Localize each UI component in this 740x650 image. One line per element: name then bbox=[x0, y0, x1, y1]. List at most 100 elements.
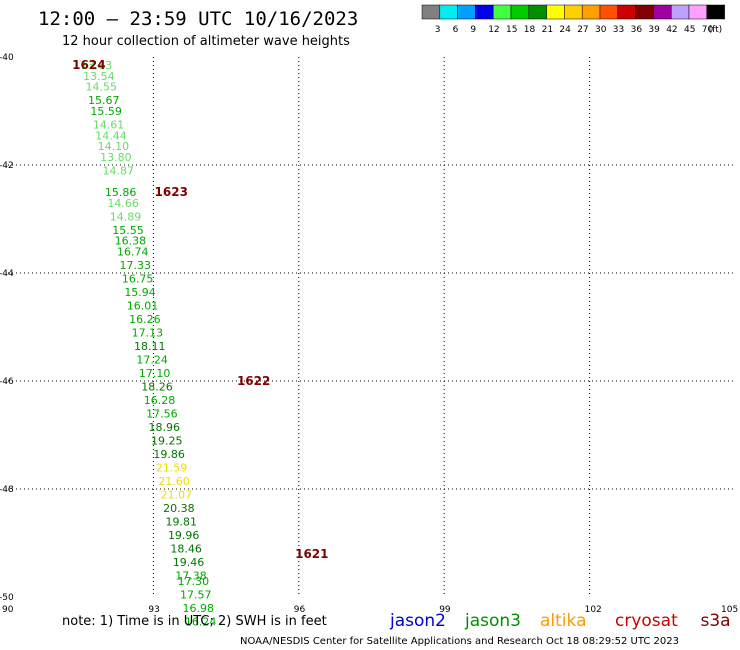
y-tick-label: -50 bbox=[0, 593, 14, 603]
wave-height-label: 14.61 bbox=[93, 119, 125, 132]
colorbar-label: 33 bbox=[613, 25, 624, 35]
wave-height-label: 17.33 bbox=[119, 259, 150, 272]
colorbar-unit: (ft) bbox=[709, 25, 723, 35]
colorbar-label: 6 bbox=[453, 25, 459, 35]
colorbar-swatch bbox=[492, 4, 512, 20]
colorbar-swatch bbox=[581, 4, 601, 20]
satellite-legend-item: cryosat bbox=[615, 611, 678, 631]
colorbar-legend: 3 6 9 12 15 18 21 24 27 30 33 36 39 42 45 70(ft) bbox=[421, 4, 725, 35]
y-tick-label: -44 bbox=[0, 269, 14, 279]
colorbar-label: 12 bbox=[488, 25, 499, 35]
wave-height-label: 16.01 bbox=[127, 299, 159, 312]
y-tick-label: -48 bbox=[0, 485, 14, 495]
colorbar-label: 21 bbox=[542, 25, 553, 35]
wave-height-label: 18.26 bbox=[141, 380, 173, 393]
colorbar-label: 45 bbox=[684, 25, 695, 35]
colorbar-label: 42 bbox=[666, 25, 677, 35]
colorbar-label: 30 bbox=[595, 25, 607, 35]
x-tick-label: 99 bbox=[439, 605, 451, 615]
wave-height-label: 17.56 bbox=[146, 407, 178, 420]
colorbar-label: 36 bbox=[631, 25, 643, 35]
colorbar-swatch bbox=[439, 4, 458, 20]
colorbar-swatch bbox=[421, 4, 441, 20]
wave-height-label: 16.38 bbox=[115, 235, 147, 248]
wave-height-label: 17.24 bbox=[136, 353, 168, 366]
x-tick-label: 105 bbox=[721, 605, 738, 615]
wave-height-label: 20.38 bbox=[163, 502, 195, 515]
colorbar-swatch bbox=[564, 4, 583, 20]
wave-height-label: 16.26 bbox=[129, 313, 161, 326]
wave-height-label: 18.96 bbox=[149, 421, 181, 434]
wave-height-label: 14.66 bbox=[107, 197, 138, 210]
footer-credit: NOAA/NESDIS Center for Satellite Applica… bbox=[240, 636, 679, 647]
wave-height-label: 14.89 bbox=[110, 210, 142, 223]
wave-height-label: 13.80 bbox=[100, 151, 132, 164]
wave-height-label: 19.46 bbox=[173, 556, 205, 569]
wave-height-label: 19.96 bbox=[168, 529, 200, 542]
wave-height-label: 17.13 bbox=[132, 326, 164, 339]
x-tick-label: 90 bbox=[2, 605, 14, 615]
wave-height-label: 13.54 bbox=[83, 70, 115, 83]
satellite-legend-item: jason3 bbox=[464, 611, 521, 631]
y-tick-label: -40 bbox=[0, 53, 14, 63]
wave-height-label: 15.59 bbox=[90, 105, 122, 118]
colorbar-swatch bbox=[510, 4, 530, 20]
wave-height-label: 17.38 bbox=[175, 569, 207, 582]
satellite-legend-item: altika bbox=[540, 611, 587, 631]
wave-height-label: 18.11 bbox=[134, 340, 166, 353]
satellite-legend-item: jason2 bbox=[389, 611, 446, 631]
chart-title: 12:00 – 23:59 UTC 10/16/2023 bbox=[38, 8, 358, 30]
wave-height-label: 17.30 bbox=[178, 575, 210, 588]
wave-height-label: 19.81 bbox=[166, 515, 198, 528]
wave-height-label: 14.10 bbox=[98, 140, 130, 153]
wave-height-label: 14.87 bbox=[103, 164, 135, 177]
colorbar-swatch bbox=[670, 4, 690, 20]
wave-height-label: 16.28 bbox=[144, 394, 176, 407]
colorbar-label: 3 bbox=[435, 25, 441, 35]
x-tick-label: 102 bbox=[585, 605, 602, 615]
x-tick-label: 93 bbox=[148, 605, 159, 615]
wave-height-label: 15.94 bbox=[124, 286, 156, 299]
wave-height-label: 14.44 bbox=[95, 129, 127, 142]
wave-height-label: 21.60 bbox=[158, 475, 190, 488]
colorbar-swatch bbox=[546, 4, 565, 20]
colorbar-swatch bbox=[528, 4, 547, 20]
satellite-legend: jason2 jason3 altika cryosat s3a bbox=[389, 611, 731, 631]
wave-height-label: 16.98 bbox=[182, 602, 214, 615]
time-label: 1622 bbox=[237, 374, 270, 388]
wave-height-label: 16.74 bbox=[117, 245, 149, 258]
wave-height-label: 14.55 bbox=[86, 81, 118, 94]
wave-height-label: 18.46 bbox=[170, 542, 202, 555]
colorbar-label: 24 bbox=[559, 25, 571, 35]
colorbar-swatch bbox=[706, 4, 725, 20]
y-tick-label: -42 bbox=[0, 161, 14, 171]
wave-height-label: 19.25 bbox=[151, 434, 183, 447]
wave-height-label: 21.07 bbox=[161, 488, 193, 501]
wave-height-label: 16.24 bbox=[185, 615, 217, 628]
satellite-legend-item: s3a bbox=[701, 611, 731, 631]
colorbar-label: 70 bbox=[702, 25, 714, 35]
wave-height-label: 15.67 bbox=[88, 94, 120, 107]
time-label: 1623 bbox=[155, 185, 188, 199]
colorbar-swatch bbox=[688, 4, 708, 20]
time-label: 1621 bbox=[295, 547, 328, 561]
colorbar-label: 39 bbox=[648, 25, 660, 35]
wave-height-label: 21.59 bbox=[156, 461, 188, 474]
colorbar-swatch bbox=[653, 4, 672, 20]
chart-subtitle: 12 hour collection of altimeter wave hei… bbox=[62, 34, 350, 49]
colorbar-swatch bbox=[457, 4, 476, 20]
wave-height-label: 19.86 bbox=[153, 448, 185, 461]
colorbar-swatch bbox=[599, 4, 619, 20]
time-label: 1624 bbox=[72, 58, 105, 72]
wave-height-label: 16.75 bbox=[122, 272, 154, 285]
colorbar-label: 15 bbox=[506, 25, 517, 35]
wave-height-label: 17.57 bbox=[180, 588, 212, 601]
colorbar-label: 27 bbox=[577, 25, 588, 35]
colorbar-swatch bbox=[475, 4, 494, 20]
wave-height-label: 15.86 bbox=[105, 186, 137, 199]
colorbar-label: 18 bbox=[524, 25, 536, 35]
y-tick-label: -46 bbox=[0, 377, 14, 387]
footer-note: note: 1) Time is in UTC; 2) SWH is in fe… bbox=[62, 614, 327, 629]
